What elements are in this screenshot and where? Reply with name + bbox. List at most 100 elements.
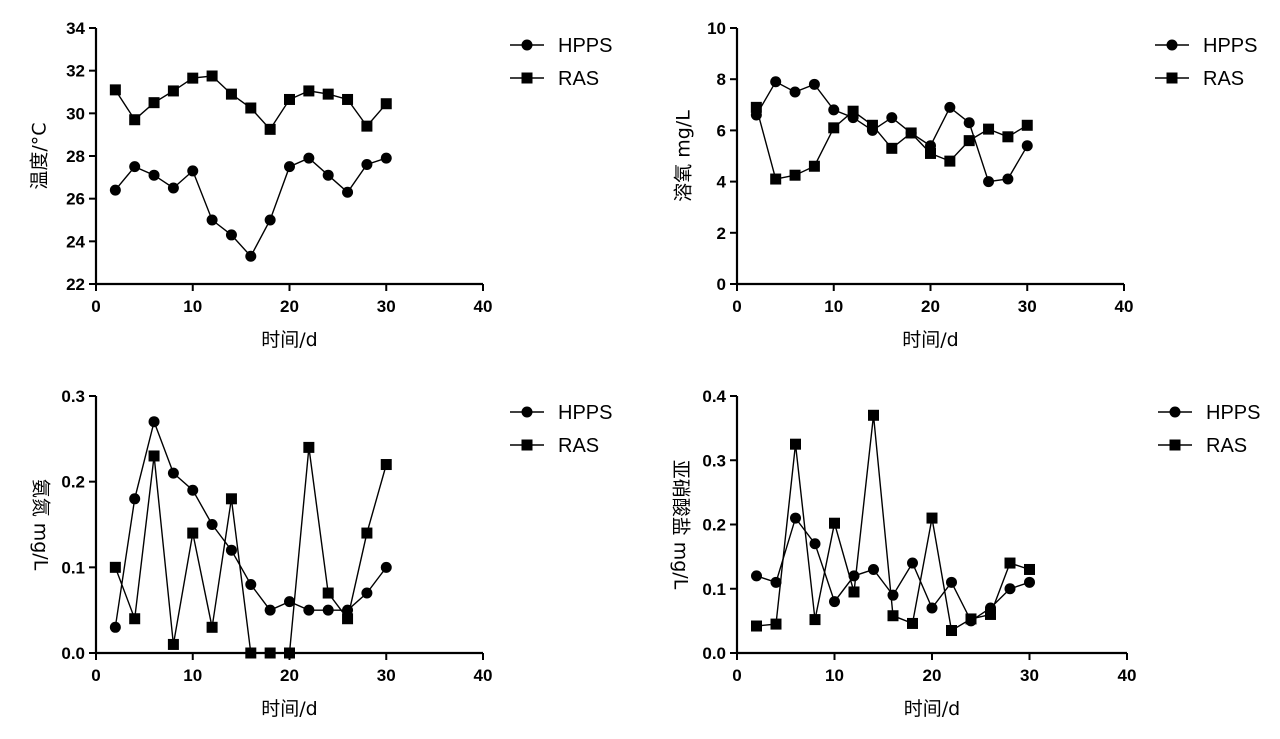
chart-3-y-tick-label: 0.0 [61, 644, 85, 663]
chart-4-x-tick-label: 40 [1118, 666, 1137, 685]
chart-2-hpps-point [1002, 173, 1014, 185]
chart-4-ras-point [751, 620, 762, 632]
chart-3-ras-point [361, 527, 373, 539]
chart-3-hpps-point [187, 484, 199, 496]
chart-1-ras-point [380, 98, 392, 110]
chart-1-hpps-point [129, 161, 141, 173]
chart-2-ras-point [983, 123, 995, 135]
chart-4-ras-point [985, 608, 996, 620]
chart-2-hpps-point [963, 117, 975, 129]
chart-1-hpps-point [167, 182, 179, 194]
chart-2-y-tick-label: 6 [717, 121, 726, 140]
chart-4-x-tick-label: 10 [825, 666, 844, 685]
chart-4-ras-point [946, 625, 957, 637]
chart-1-hpps-point [245, 250, 257, 262]
chart-4-hpps-point [868, 563, 879, 575]
chart-3-hpps-point [129, 493, 141, 505]
chart-1-hpps-point [225, 229, 237, 241]
chart-1-hpps-point [322, 169, 334, 181]
chart-1-hpps-point [206, 214, 218, 226]
chart-3-ras-point [322, 587, 334, 599]
chart-3-hpps-point [206, 519, 218, 530]
chart-4-hpps-point [907, 557, 918, 569]
chart-3-hpps-point [361, 587, 373, 599]
chart-4-x-tick-label: 0 [732, 666, 741, 685]
chart-4-y-axis-title: 亚硝酸盐 mg/L [670, 460, 692, 590]
chart-1-x-tick-label: 0 [91, 297, 100, 316]
chart-1-hpps-point [148, 169, 160, 181]
chart-3-hpps-point [245, 578, 257, 590]
chart-2-ras-point [1021, 119, 1033, 131]
chart-3-ras-point [187, 527, 199, 539]
chart-2-hpps-point [944, 101, 956, 113]
chart-1-ras-point [148, 97, 160, 109]
chart-4-y-tick-label: 0.1 [702, 580, 726, 599]
chart-4-y-tick-label: 0.4 [702, 387, 726, 406]
chart-4-legend-ras-label: RAS [1206, 435, 1247, 457]
chart-1-ras-point [129, 114, 141, 126]
chart-1-ras-point [322, 88, 334, 100]
chart-2-ras-point [828, 122, 840, 134]
chart-1-legend-ras-label: RAS [558, 68, 599, 90]
chart-2-y-axis-title: 溶氧 mg/L [673, 110, 695, 202]
chart-2-legend-hpps-marker [1166, 39, 1178, 51]
chart-1-ras-point [109, 84, 121, 96]
chart-1-hpps-point [187, 165, 199, 177]
chart-3-y-axis-title: 氨氮 mg/L [30, 479, 52, 571]
chart-1-y-tick-label: 32 [66, 62, 85, 81]
chart-3-x-tick-label: 40 [474, 666, 493, 685]
chart-2-y-tick-label: 2 [717, 224, 726, 243]
chart-2-hpps-point [789, 86, 801, 98]
chart-1-y-tick-label: 28 [66, 147, 85, 166]
chart-1-ras-point [245, 102, 257, 114]
chart-3-ras-point [245, 647, 257, 659]
chart-4-legend-hpps-marker [1169, 406, 1181, 418]
chart-2-ras-point [808, 160, 820, 172]
chart-2-y-tick-label: 4 [717, 173, 727, 192]
chart-1-hpps-point [303, 152, 315, 164]
chart-3-hpps-point [284, 596, 295, 608]
chart-1-y-tick-label: 26 [66, 190, 85, 209]
chart-3-ras-point [148, 450, 160, 462]
chart-2-legend-ras-marker [1166, 72, 1178, 84]
chart-1-ras-point [284, 93, 295, 105]
chart-3-y-tick-label: 0.3 [61, 387, 85, 406]
chart-2-ras-point [847, 105, 859, 117]
chart-2: 0 2 4 6 8 10 0 10 20 30 40 时间/d 溶氧 mg/L HPPS RAS [673, 19, 1258, 351]
chart-2-x-tick-label: 30 [1018, 297, 1037, 316]
chart-3-ras-point [206, 621, 218, 633]
chart-1-y-tick-label: 22 [66, 275, 85, 294]
chart-1-x-axis-title: 时间/d [261, 329, 317, 351]
chart-1-legend-hpps-marker [521, 39, 533, 51]
chart-1-ras-point [342, 93, 354, 105]
chart-3-hpps-point [264, 604, 276, 616]
chart-2-ras-point [886, 142, 898, 154]
chart-3-legend: HPPS RAS [510, 402, 612, 457]
chart-2-hpps-point [808, 78, 820, 90]
chart-3-x-tick-label: 10 [183, 666, 202, 685]
chart-4-hpps-point [887, 589, 899, 601]
chart-4-x-axis-title: 时间/d [904, 698, 960, 720]
chart-4-ras-point [887, 610, 899, 622]
chart-4-hpps-point [829, 596, 840, 608]
chart-3-hpps-point [380, 561, 392, 573]
chart-1-hpps-point [342, 186, 354, 198]
chart-1-y-axis-title: 温度/°C [29, 122, 51, 189]
chart-3-y-tick-label: 0.2 [61, 473, 85, 492]
chart-2-ras-point [1002, 131, 1014, 143]
chart-4-legend-ras-marker [1169, 439, 1181, 451]
chart-3-hpps-point [303, 604, 315, 616]
chart-1-ras-point [264, 123, 276, 135]
chart-1-legend: HPPS RAS [510, 35, 612, 90]
chart-1-y-tick-label: 30 [66, 104, 85, 123]
chart-2-ras-point [789, 169, 801, 181]
chart-3-legend-hpps-marker [521, 406, 533, 418]
chart-1-x-tick-label: 10 [183, 297, 202, 316]
chart-2-hpps-point [1021, 140, 1033, 152]
chart-3-ras-point [109, 561, 121, 573]
chart-3-legend-ras-label: RAS [558, 435, 599, 457]
chart-1-hpps-point [380, 152, 392, 164]
chart-2-x-tick-label: 0 [732, 297, 741, 316]
chart-3-legend-ras-marker [521, 439, 533, 451]
chart-1-x-tick-label: 30 [377, 297, 396, 316]
